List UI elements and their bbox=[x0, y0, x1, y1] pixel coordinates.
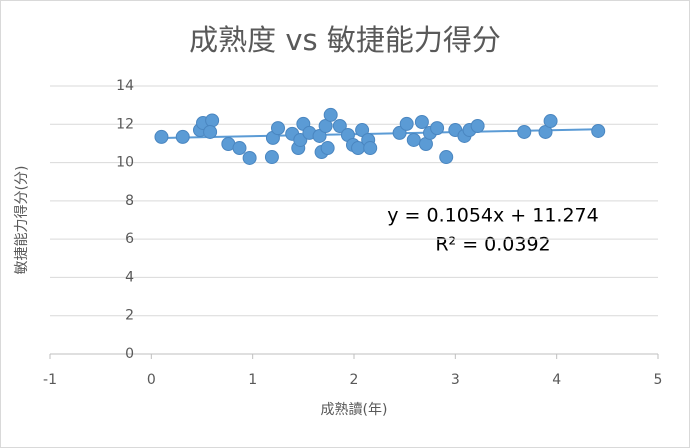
trendline-equation: y = 0.1054x + 11.274 bbox=[387, 205, 598, 227]
data-point bbox=[543, 114, 558, 129]
data-point bbox=[406, 132, 421, 147]
data-point bbox=[332, 119, 347, 134]
data-point bbox=[232, 141, 247, 156]
y-tick-label: 2 bbox=[125, 308, 134, 324]
x-tick-label: 2 bbox=[350, 372, 359, 388]
x-tick-label: 0 bbox=[147, 372, 156, 388]
data-point bbox=[363, 141, 378, 156]
data-point bbox=[154, 129, 169, 144]
data-point bbox=[242, 150, 257, 165]
trendline-r-squared: R² = 0.0392 bbox=[435, 234, 550, 256]
data-point bbox=[175, 129, 190, 144]
data-point bbox=[203, 124, 218, 139]
x-tick-label: 1 bbox=[248, 372, 257, 388]
data-point bbox=[205, 113, 220, 128]
x-tick-label: -1 bbox=[43, 372, 57, 388]
y-tick-label: 8 bbox=[125, 193, 134, 209]
data-point bbox=[591, 123, 606, 138]
y-tick-label: 14 bbox=[116, 78, 134, 94]
x-tick-label: 4 bbox=[552, 372, 561, 388]
data-point bbox=[323, 107, 338, 122]
data-point bbox=[320, 141, 335, 156]
x-tick-label: 5 bbox=[654, 372, 663, 388]
y-tick-label: 12 bbox=[116, 116, 134, 132]
data-point bbox=[414, 114, 429, 129]
data-point bbox=[517, 124, 532, 139]
y-axis-label: 敏捷能力得分(分) bbox=[13, 166, 30, 275]
x-axis-label: 成熟讀(年) bbox=[321, 402, 388, 418]
data-point bbox=[293, 132, 308, 147]
data-point bbox=[271, 121, 285, 136]
y-tick-label: 6 bbox=[125, 231, 134, 247]
y-tick-label: 0 bbox=[125, 346, 134, 362]
data-point bbox=[399, 116, 414, 131]
data-point bbox=[264, 150, 279, 165]
data-point bbox=[439, 150, 454, 165]
x-tick-label: 3 bbox=[451, 372, 460, 388]
data-point bbox=[470, 119, 485, 134]
data-point bbox=[430, 121, 445, 136]
chart-title: 成熟度 vs 敏捷能力得分 bbox=[189, 23, 501, 57]
y-tick-label: 4 bbox=[125, 269, 134, 285]
y-tick-label: 10 bbox=[116, 155, 134, 171]
